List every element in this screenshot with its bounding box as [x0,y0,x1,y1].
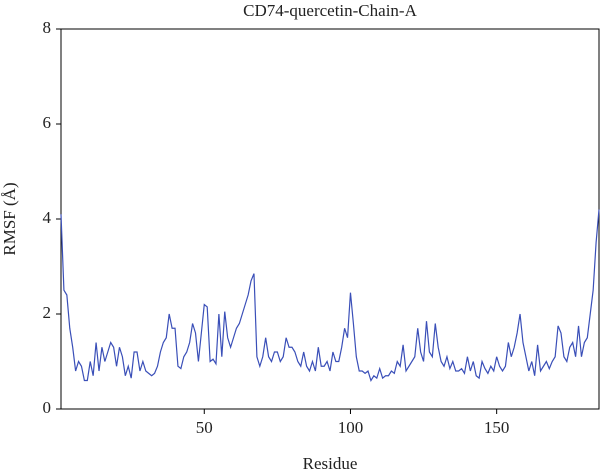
y-tick-label: 6 [43,113,52,132]
chart-title: CD74-quercetin-Chain-A [243,1,417,20]
y-tick-label: 2 [43,303,52,322]
y-tick-label: 8 [43,18,52,37]
x-tick-label: 50 [196,418,213,437]
x-tick-label: 150 [484,418,510,437]
x-tick-label: 100 [338,418,364,437]
y-axis-label: RMSF (Å) [0,182,19,255]
data-line [60,209,600,382]
y-tick-label: 4 [43,208,52,227]
y-tick-label: 0 [43,398,52,417]
plot-frame [60,28,600,410]
x-axis-label: Residue [303,454,358,473]
